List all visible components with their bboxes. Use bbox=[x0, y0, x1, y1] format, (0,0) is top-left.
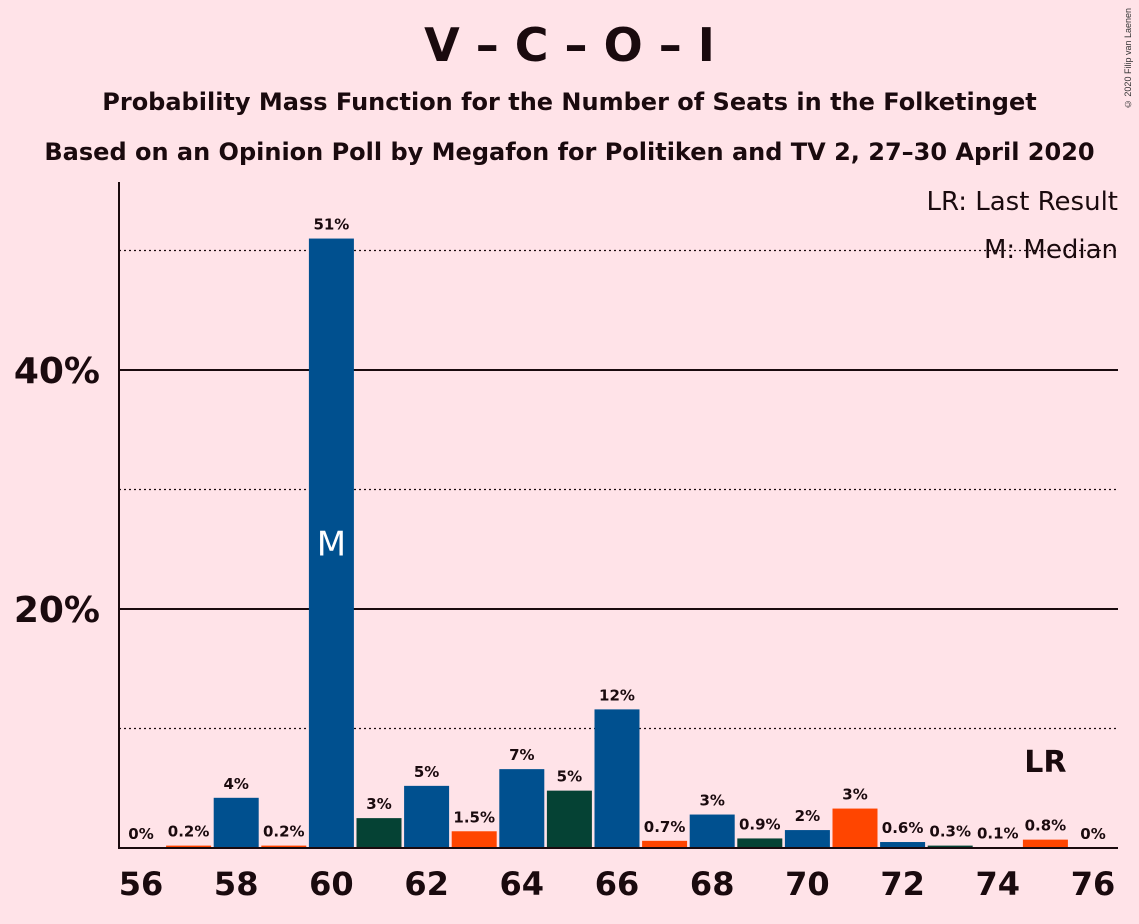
x-tick-label: 70 bbox=[785, 865, 830, 903]
bar-value-label: 5% bbox=[557, 768, 582, 786]
chart-subtitle: Probability Mass Function for the Number… bbox=[102, 88, 1037, 116]
legend-median: M: Median bbox=[984, 235, 1118, 265]
bar-seat-63 bbox=[451, 831, 497, 848]
bar-seat-58 bbox=[213, 797, 259, 848]
y-tick-label: 20% bbox=[14, 590, 100, 631]
bar-value-label: 0.8% bbox=[1025, 817, 1067, 835]
x-tick-label: 64 bbox=[500, 865, 545, 903]
bar-value-label: 3% bbox=[842, 786, 867, 804]
bar-seat-67 bbox=[642, 840, 688, 848]
bar-value-label: 12% bbox=[599, 686, 635, 704]
x-tick-label: 60 bbox=[309, 865, 354, 903]
bar-value-label: 51% bbox=[313, 216, 349, 234]
bar-seat-57 bbox=[166, 845, 212, 848]
bar-value-label: 7% bbox=[509, 746, 534, 764]
bar-value-label: 0.6% bbox=[882, 819, 924, 837]
bar-seat-69 bbox=[737, 838, 783, 848]
bar-seat-64 bbox=[499, 769, 545, 848]
bar-seat-65 bbox=[546, 790, 592, 848]
chart-title: V – C – O – I bbox=[424, 18, 715, 72]
bar-seat-70 bbox=[784, 830, 830, 848]
x-tick-label: 58 bbox=[214, 865, 259, 903]
bar-value-label: 0.7% bbox=[644, 818, 686, 836]
x-tick-label: 68 bbox=[690, 865, 735, 903]
bar-value-label: 4% bbox=[223, 775, 248, 793]
median-marker: M bbox=[317, 524, 346, 564]
chart-source: Based on an Opinion Poll by Megafon for … bbox=[44, 138, 1095, 166]
bar-seat-60 bbox=[308, 238, 354, 849]
bar-seat-62 bbox=[404, 785, 450, 848]
bar-seat-68 bbox=[689, 814, 735, 848]
bar-seat-71 bbox=[832, 808, 878, 848]
bar-value-label: 0.9% bbox=[739, 815, 781, 833]
x-tick-label: 76 bbox=[1071, 865, 1116, 903]
x-tick-label: 62 bbox=[404, 865, 449, 903]
bar-seat-72 bbox=[880, 842, 926, 848]
bar-value-label: 0.3% bbox=[929, 823, 971, 841]
last-result-marker: LR bbox=[1024, 745, 1066, 780]
bar-seat-73 bbox=[927, 845, 973, 848]
bar-value-label: 0.2% bbox=[263, 823, 305, 841]
x-tick-label: 74 bbox=[976, 865, 1021, 903]
y-tick-label: 40% bbox=[14, 351, 100, 392]
bar-seat-66 bbox=[594, 709, 640, 848]
bar-value-label: 1.5% bbox=[453, 808, 495, 826]
bar-value-label: 5% bbox=[414, 763, 439, 781]
x-tick-label: 66 bbox=[595, 865, 640, 903]
bar-value-label: 3% bbox=[699, 792, 724, 810]
x-tick-label: 56 bbox=[119, 865, 164, 903]
bar-seat-61 bbox=[356, 818, 402, 848]
legend-last-result: LR: Last Result bbox=[926, 187, 1118, 217]
bar-value-label: 0.1% bbox=[977, 824, 1019, 842]
bar-value-label: 0.2% bbox=[168, 823, 210, 841]
bar-value-label: 0% bbox=[1080, 825, 1105, 843]
bar-value-label: 0% bbox=[128, 825, 153, 843]
bar-value-label: 3% bbox=[366, 795, 391, 813]
bar-seat-75 bbox=[1022, 839, 1068, 848]
bar-value-label: 2% bbox=[795, 807, 820, 825]
x-tick-label: 72 bbox=[880, 865, 925, 903]
bar-seat-59 bbox=[261, 845, 307, 848]
